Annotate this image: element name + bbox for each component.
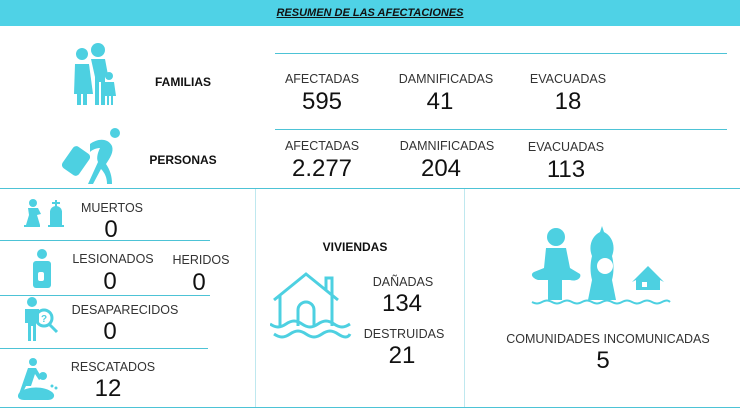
viviendas-danadas-value: 134 [381,290,423,317]
injured-icon [33,249,51,288]
divider [255,189,256,407]
svg-text:?: ? [41,314,47,325]
viviendas-destruidas-label: DESTRUIDAS [363,327,445,341]
missing-person-icon: ? [25,297,59,341]
familias-evacuadas-label: EVACUADAS [529,72,607,86]
divider [0,348,208,349]
grave-icon [24,199,64,227]
divider [275,129,727,130]
divider [0,188,740,189]
viviendas-danadas-label: DAÑADAS [372,275,434,289]
lesionados-label: LESIONADOS [72,252,154,266]
heridos-value: 0 [192,269,206,296]
page-title: RESUMEN DE LAS AFECTACIONES [276,7,464,19]
desaparecidos-value: 0 [103,318,117,345]
viviendas-destruidas-value: 21 [388,342,416,369]
familias-afectadas-label: AFECTADAS [284,72,360,86]
divider [0,407,740,408]
divider [464,189,465,407]
personas-damnificadas-label: DAMNIFICADAS [399,139,495,153]
comunidades-value: 5 [596,347,610,374]
heridos-label: HERIDOS [172,253,230,267]
traveler-icon [61,128,120,184]
muertos-value: 0 [104,216,118,243]
desaparecidos-label: DESAPARECIDOS [71,303,179,317]
familias-damnificadas-label: DAMNIFICADAS [398,72,494,86]
divider [0,295,210,296]
rescatados-label: RESCATADOS [70,360,156,374]
muertos-label: MUERTOS [80,201,144,215]
divider [0,240,210,241]
familias-afectadas-value: 595 [301,88,343,115]
personas-afectadas-value: 2.277 [291,155,353,182]
personas-damnificadas-value: 204 [420,155,462,182]
divider [275,53,727,54]
flooded-house-icon [270,272,352,339]
family-icon [74,43,116,105]
personas-evacuadas-label: EVACUADAS [527,140,605,154]
header-banner: RESUMEN DE LAS AFECTACIONES [0,0,740,26]
familias-damnificadas-value: 41 [426,88,454,115]
familias-label: FAMILIAS [155,75,211,89]
personas-evacuadas-value: 113 [546,156,586,183]
personas-afectadas-label: AFECTADAS [284,139,360,153]
lesionados-value: 0 [103,268,117,295]
isolated-community-icon [531,226,671,305]
rescue-icon [18,358,58,400]
familias-evacuadas-value: 18 [554,88,582,115]
viviendas-label: VIVIENDAS [322,240,388,254]
rescatados-value: 12 [94,375,122,402]
personas-label: PERSONAS [149,153,217,167]
comunidades-label: COMUNIDADES INCOMUNICADAS [506,332,710,346]
